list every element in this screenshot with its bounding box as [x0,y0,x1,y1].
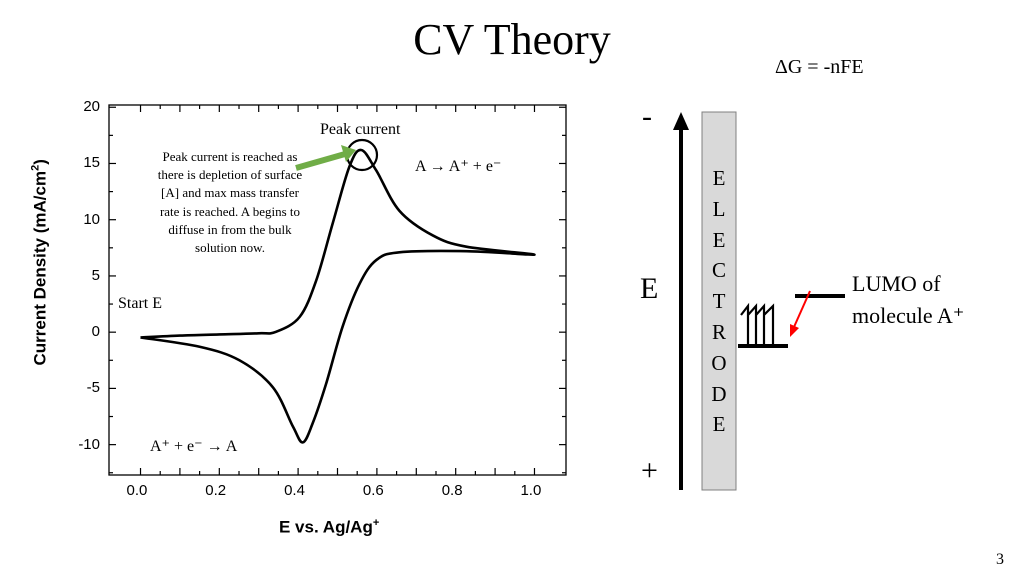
slide-title: CV Theory [413,15,611,64]
peak-current-label: Peak current [320,121,401,138]
y-axis-label-end: ) [30,159,50,165]
page-number: 3 [996,551,1004,568]
potential-axis-arrowhead [673,112,689,130]
x-tick-label: 1.0 [520,482,542,499]
electrode-letter: T [712,289,726,314]
electrode-letter: E [712,227,726,252]
electrode-letter: L [712,196,726,221]
y-tick-label: 15 [83,154,100,172]
peak-arrow [295,151,346,171]
y-tick-label: -5 [86,379,100,397]
y-tick-label: 5 [91,266,100,284]
gibbs-equation: ΔG = -nFE [775,56,864,78]
x-tick-label: 0.8 [441,482,463,499]
y-tick-label: 0 [91,323,100,341]
electrode-letter: C [711,258,726,283]
peak-arrow-head [341,145,356,162]
electrode [701,111,737,491]
positive-sign: + [641,454,658,487]
x-tick-label: 0.4 [284,482,305,499]
x-axis-label-sup: + [372,517,380,529]
lumo-label-line1: LUMO of [852,271,941,296]
potential-label: E [640,272,659,305]
oxidation-label: A → A⁺ + e⁻ [415,158,502,175]
y-tick-label: 20 [83,98,100,116]
y-tick-label: -10 [78,435,100,453]
x-tick-label: 0.2 [205,482,227,499]
reduction-label: A⁺ + e⁻ → A [150,438,238,455]
x-tick-label: 0.0 [126,482,148,499]
x-axis-label-text: E vs. Ag/Ag [279,517,373,537]
start-e-label: Start E [118,295,162,312]
filled-states-icon [740,302,775,346]
electrode-letter: D [711,381,727,406]
electron-transfer-arrow [793,290,811,328]
y-axis-label: Current Density (mA/cm2) [30,147,51,377]
electrode-letter: E [712,166,726,190]
electron-transfer-arrowhead [790,324,799,337]
y-axis-label-text: Current Density (mA/cm [30,170,50,366]
lumo-label-line2: molecule A⁺ [852,303,965,328]
peak-explanation-note: Peak current is reached as there is depl… [157,149,303,256]
y-tick-label: 10 [83,210,100,228]
negative-sign: - [642,100,652,133]
y-axis-label-sup: 2 [29,164,42,171]
cv-curve [140,148,536,444]
x-axis-label: E vs. Ag/Ag+ [279,517,379,538]
x-tick-label: 0.6 [362,482,384,499]
axis-ticks [109,105,566,475]
electrode-letter: R [711,320,726,344]
electrode-letter: E [712,412,726,437]
electrode-letter: O [711,350,727,375]
